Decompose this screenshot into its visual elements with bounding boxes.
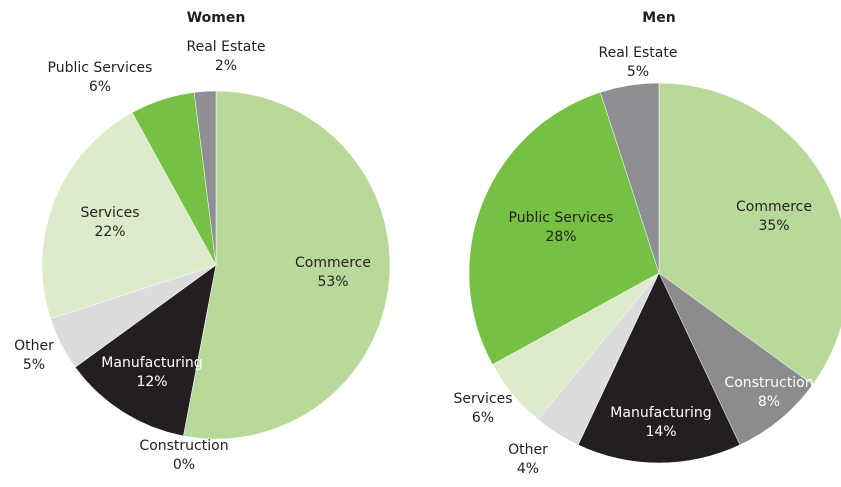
slice-value: 6% (472, 410, 494, 426)
slice-label: Construction (139, 438, 228, 454)
slice-value: 5% (627, 64, 649, 80)
pie-slice (599, 82, 660, 274)
pie-slice (41, 112, 217, 320)
slice-label: Other (508, 442, 548, 458)
slice-label: Public Services (509, 210, 614, 226)
slice-label: Construction (724, 375, 813, 391)
pie-slice (74, 264, 217, 437)
pie-slice (183, 90, 391, 440)
slice-label: Services (453, 391, 512, 407)
slice-label: Manufacturing (101, 355, 202, 371)
pie-slice (468, 91, 660, 365)
pie-slice (577, 272, 741, 464)
slice-value: 6% (89, 79, 111, 95)
slice-value: 2% (215, 58, 237, 74)
chart-title: Women (187, 10, 246, 26)
slice-value: 12% (136, 374, 167, 390)
slice-value: 0% (173, 457, 195, 473)
chart-title: Men (642, 10, 675, 26)
slice-value: 14% (645, 424, 676, 440)
slice-value: 8% (758, 394, 780, 410)
slice-label: Services (80, 205, 139, 221)
slice-value: 53% (317, 274, 348, 290)
slice-label: Commerce (295, 255, 371, 271)
pie-slice (658, 272, 814, 446)
slice-label: Real Estate (599, 45, 678, 61)
slice-value: 35% (758, 218, 789, 234)
pie-slice (193, 90, 217, 266)
slice-label: Public Services (48, 60, 153, 76)
slice-value: 4% (517, 461, 539, 477)
slice-label: Other (14, 338, 54, 354)
slice-value: 28% (545, 229, 576, 245)
slice-label: Manufacturing (610, 405, 711, 421)
slice-value: 5% (23, 357, 45, 373)
slice-label: Real Estate (187, 39, 266, 55)
slice-value: 22% (94, 224, 125, 240)
slice-label: Commerce (736, 199, 812, 215)
pie-slice (658, 82, 841, 386)
